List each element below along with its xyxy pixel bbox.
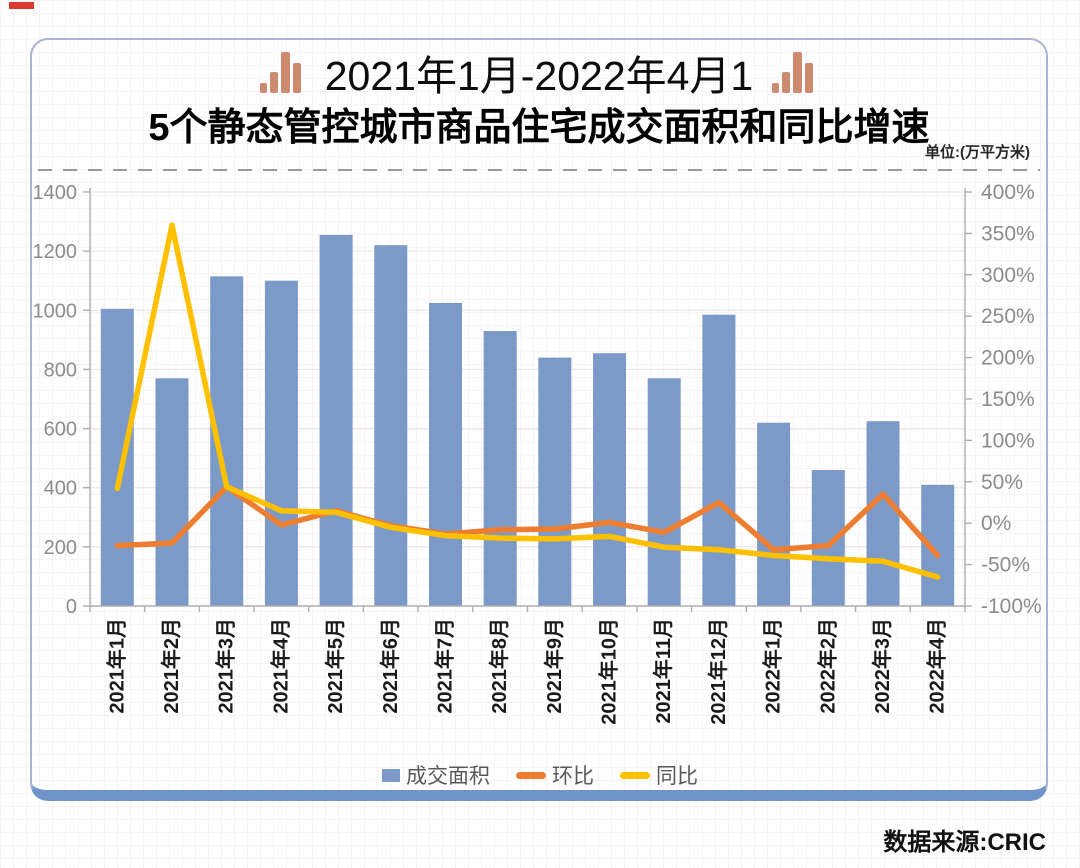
legend-label: 同比 [656,765,698,788]
data-source-note: 数据来源:CRIC [883,829,1046,856]
chart-legend: 成交面积 环比 同比 [0,760,1080,790]
page-title-main: 5个静态管控城市商品住宅成交面积和同比增速 [148,107,930,149]
legend-swatch-bar [382,768,400,782]
legend-swatch-mom-line [516,771,546,779]
unit-label: 单位:(万平方米) [925,144,1030,161]
legend-item-area: 成交面积 [382,760,490,790]
legend-swatch-yoy-line [620,771,650,779]
legend-label: 成交面积 [406,765,490,788]
legend-item-mom: 环比 [516,760,594,790]
chart-card: 2021年1月-2022年4月1 5个静态管控城市商品住宅成交面积和同比增速 单… [30,38,1048,801]
legend-item-yoy: 同比 [620,760,698,790]
bar-chart-icon [259,52,301,93]
legend-label: 环比 [552,765,594,788]
page-title-range: 2021年1月-2022年4月1 [324,53,754,99]
title-row: 2021年1月-2022年4月1 [32,46,1046,99]
bar-chart-icon [772,52,814,93]
dashed-separator [38,169,1040,171]
screenshot-corner-mark [9,2,34,9]
